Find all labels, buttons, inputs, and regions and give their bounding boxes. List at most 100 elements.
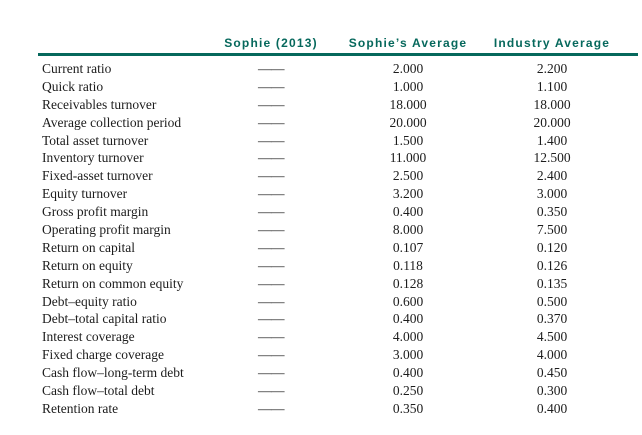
sophie-2013-value: ——	[258, 150, 285, 166]
row-label: Return on equity	[42, 257, 133, 273]
table-row: Return on common equity —— 0.128 0.135	[38, 275, 638, 293]
industry-average-value: 2.200	[536, 61, 568, 76]
sophie-2013-value: ——	[258, 132, 285, 148]
row-label: Fixed charge coverage	[42, 347, 164, 363]
row-label: Current ratio	[42, 61, 112, 76]
sophie-2013-value: ——	[258, 96, 285, 112]
row-label: Equity turnover	[42, 186, 128, 202]
table-row: Average collection period —— 20.000 20.0…	[38, 114, 638, 132]
sophie-2013-value: ——	[258, 168, 285, 184]
sophies-average-value: 2.000	[392, 61, 424, 76]
sophie-2013-value: ——	[258, 329, 285, 345]
sophies-average-value: 0.400	[392, 311, 424, 327]
industry-average-value: 4.000	[536, 347, 568, 363]
table-row: Return on equity —— 0.118 0.126	[38, 257, 638, 275]
sophie-2013-value: ——	[258, 114, 285, 130]
industry-average-value: 2.400	[536, 168, 568, 184]
table-row: Quick ratio —— 1.000 1.100	[38, 78, 638, 96]
sophie-2013-value: ——	[258, 257, 285, 273]
sophies-average-value: 1.500	[392, 132, 424, 148]
row-label: Total asset turnover	[42, 132, 149, 148]
table-row: Total asset turnover —— 1.500 1.400	[38, 132, 638, 150]
sophie-2013-value: ——	[258, 311, 285, 327]
sophies-average-value: 0.400	[392, 204, 424, 220]
sophie-2013-value: ——	[258, 78, 285, 94]
sophies-average-value: 11.000	[389, 150, 427, 166]
industry-average-value: 0.350	[536, 204, 568, 220]
industry-average-value: 12.500	[533, 150, 571, 166]
row-label: Debt–total capital ratio	[42, 311, 167, 327]
row-label: Inventory turnover	[42, 150, 144, 166]
sophie-2013-value: ——	[258, 347, 285, 363]
table-row: Operating profit margin —— 8.000 7.500	[38, 221, 638, 239]
sophies-average-value: 20.000	[389, 114, 427, 130]
row-label: Cash flow–total debt	[42, 383, 155, 399]
industry-average-value: 20.000	[533, 114, 571, 130]
sophies-average-value: 4.000	[392, 329, 424, 345]
table-row: Interest coverage —— 4.000 4.500	[38, 328, 638, 346]
sophie-2013-value: ——	[258, 365, 285, 381]
sophie-2013-value: ——	[258, 400, 285, 416]
sophies-average-value: 8.000	[392, 222, 424, 238]
financial-ratios-table: Sophie (2013) Sophie’s Average Industry …	[38, 36, 638, 418]
sophie-2013-value: ——	[258, 61, 285, 76]
industry-average-value: 1.400	[536, 132, 568, 148]
sophies-average-value: 0.250	[392, 383, 424, 399]
row-label: Gross profit margin	[42, 204, 149, 220]
table-row: Cash flow–total debt —— 0.250 0.300	[38, 382, 638, 400]
sophies-average-value: 0.107	[392, 239, 424, 255]
row-label: Cash flow–long-term debt	[42, 365, 184, 381]
industry-average-value: 7.500	[536, 222, 568, 238]
industry-average-value: 0.300	[536, 383, 568, 399]
table-row: Receivables turnover —— 18.000 18.000	[38, 96, 638, 114]
table-row: Current ratio —— 2.000 2.200	[38, 60, 638, 78]
row-label: Interest coverage	[42, 329, 135, 345]
table-row: Retention rate —— 0.350 0.400	[38, 400, 638, 418]
sophie-2013-value: ——	[258, 275, 285, 291]
row-label: Operating profit margin	[42, 222, 171, 238]
industry-average-value: 1.100	[536, 78, 568, 94]
industry-average-value: 0.120	[536, 239, 568, 255]
sophies-average-value: 3.200	[392, 186, 424, 202]
sophies-average-value: 2.500	[392, 168, 424, 184]
industry-average-value: 0.126	[536, 257, 568, 273]
row-label: Receivables turnover	[42, 96, 157, 112]
sophies-average-value: 0.128	[392, 275, 424, 291]
row-label: Fixed-asset turnover	[42, 168, 153, 184]
industry-average-value: 0.370	[536, 311, 568, 327]
row-label: Retention rate	[42, 400, 119, 416]
industry-average-value: 0.400	[536, 400, 568, 416]
table-row: Fixed-asset turnover —— 2.500 2.400	[38, 167, 638, 185]
sophies-average-value: 0.118	[393, 257, 423, 273]
sophie-2013-value: ——	[258, 186, 285, 202]
industry-average-value: 0.450	[536, 365, 568, 381]
table-row: Inventory turnover —— 11.000 12.500	[38, 149, 638, 167]
table-row: Debt–equity ratio —— 0.600 0.500	[38, 293, 638, 311]
sophie-2013-value: ——	[258, 383, 285, 399]
sophie-2013-value: ——	[258, 239, 285, 255]
industry-average-value: 4.500	[536, 329, 568, 345]
table-row: Return on capital —— 0.107 0.120	[38, 239, 638, 257]
industry-average-value: 0.500	[536, 293, 568, 309]
row-label: Return on common equity	[42, 275, 184, 291]
sophies-average-value: 0.600	[392, 293, 424, 309]
column-header-sophie-2013: Sophie (2013)	[224, 36, 318, 50]
table-row: Fixed charge coverage —— 3.000 4.000	[38, 346, 638, 364]
sophies-average-value: 0.400	[392, 365, 424, 381]
industry-average-value: 18.000	[533, 96, 571, 112]
industry-average-value: 0.135	[536, 275, 568, 291]
table-body: Current ratio —— 2.000 2.200 Quick ratio…	[38, 56, 638, 418]
table-row: Debt–total capital ratio —— 0.400 0.370	[38, 310, 638, 328]
sophies-average-value: 1.000	[392, 78, 424, 94]
row-label: Quick ratio	[42, 78, 104, 94]
sophies-average-value: 18.000	[389, 96, 427, 112]
table-row: Cash flow–long-term debt —— 0.400 0.450	[38, 364, 638, 382]
sophies-average-value: 0.350	[392, 400, 424, 416]
table-row: Equity turnover —— 3.200 3.000	[38, 185, 638, 203]
row-label: Debt–equity ratio	[42, 293, 137, 309]
row-label: Return on capital	[42, 239, 135, 255]
table-header-row: Sophie (2013) Sophie’s Average Industry …	[38, 36, 638, 56]
industry-average-value: 3.000	[536, 186, 568, 202]
sophie-2013-value: ——	[258, 293, 285, 309]
